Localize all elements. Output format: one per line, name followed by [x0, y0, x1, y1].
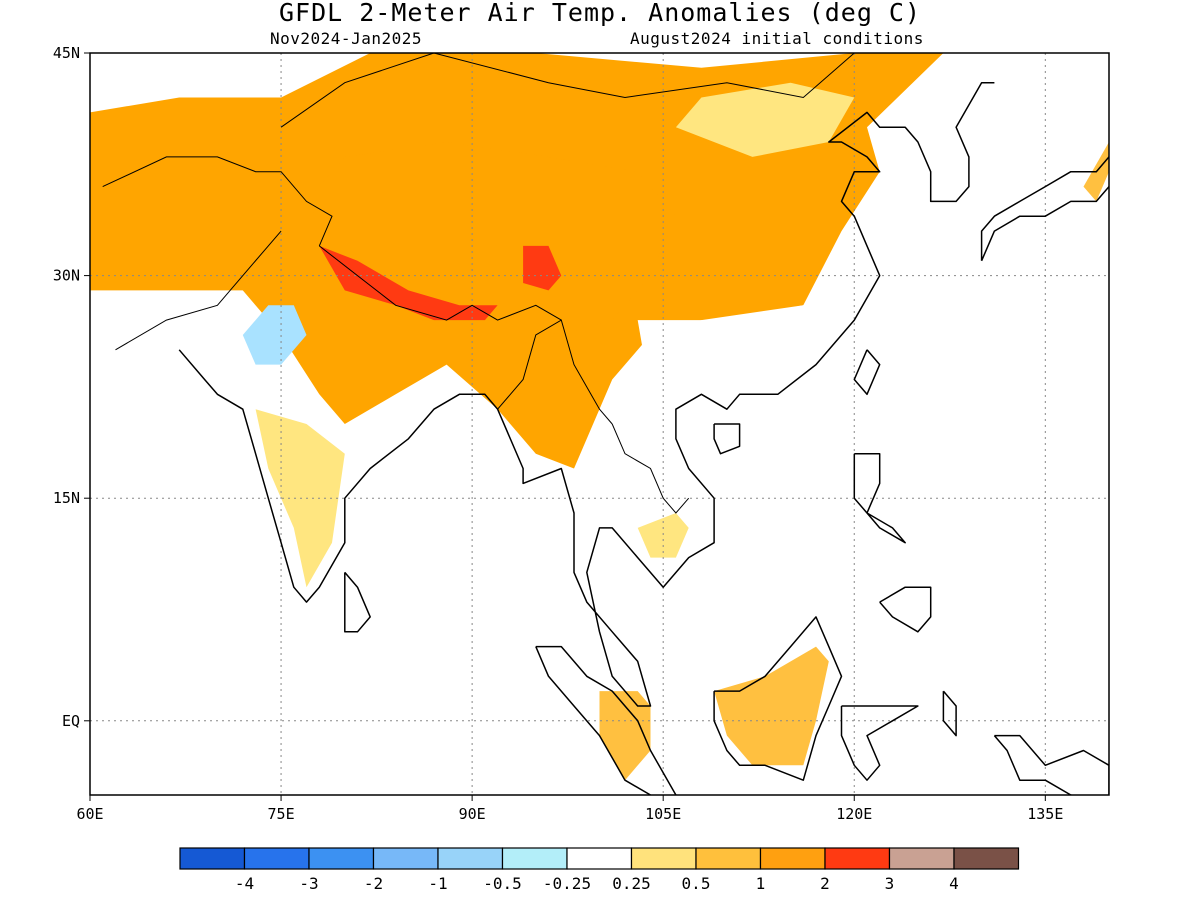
colorbar-label: -0.5	[483, 874, 522, 893]
colorbar-segment	[179, 847, 246, 870]
coastline-taiwan	[853, 349, 881, 396]
border-himalaya	[318, 245, 562, 321]
colorbar-label: 3	[885, 874, 895, 893]
colorbar-label: -0.25	[543, 874, 591, 893]
coastline-india-coast	[178, 81, 995, 707]
x-tick-label: 90E	[459, 805, 486, 823]
colorbar-label: -1	[428, 874, 447, 893]
colorbar-segment	[243, 847, 310, 870]
anomaly-fill-layer	[90, 53, 1109, 781]
y-tick-label: 30N	[53, 267, 80, 285]
colorbar-segment	[759, 847, 826, 870]
coastline-sumatra	[535, 645, 677, 795]
x-tick-label: 105E	[645, 805, 681, 823]
coastline-japan	[980, 156, 1109, 262]
coastline-hainan	[713, 423, 741, 455]
map-title: GFDL 2-Meter Air Temp. Anomalies (deg C)	[278, 0, 922, 27]
colorbar-segment	[953, 847, 1020, 870]
colorbar-segment	[888, 847, 955, 870]
colorbar-label: 0.5	[682, 874, 711, 893]
forecast-period: Nov2024-Jan2025	[270, 29, 422, 48]
border-pakistan	[115, 230, 282, 351]
colorbar-label: -3	[299, 874, 318, 893]
coastlines	[102, 53, 1109, 795]
anomaly-region-east-plateau-strong-warm	[523, 245, 562, 291]
anomaly-region-southeast-china-neutral	[637, 275, 867, 424]
y-tick-label: 45N	[53, 44, 80, 62]
colorbar-segment	[824, 847, 891, 870]
coastline-sri-lanka	[344, 571, 371, 633]
initial-conditions: August2024 initial conditions	[630, 29, 924, 48]
anomaly-region-india-cool	[242, 305, 307, 365]
colorbar-segment	[566, 847, 633, 870]
border-burma	[497, 319, 613, 425]
gridlines	[90, 53, 1109, 795]
colorbar-label: 1	[756, 874, 766, 893]
colorbar-segment	[372, 847, 439, 870]
x-tick-label: 135E	[1027, 805, 1063, 823]
coastline-halmahera	[942, 690, 957, 737]
colorbar-label: 4	[949, 874, 959, 893]
coastline-new-guinea	[993, 734, 1109, 795]
coastline-sulawesi	[840, 705, 919, 781]
map-frame	[89, 52, 1110, 796]
coastline-mindanao	[879, 586, 932, 633]
colorbar-segment	[501, 847, 568, 870]
border-laos	[611, 423, 690, 514]
coastline-luzon	[853, 452, 906, 544]
colorbar-segment	[630, 847, 697, 870]
colorbar: -4 -3 -2 -1 -0.5 -0.25 0.25 0.5 1 2 3 4	[179, 847, 1020, 893]
colorbar-segment	[308, 847, 375, 870]
anomaly-region-cambodia-mild	[637, 513, 689, 558]
x-tick-label: 120E	[836, 805, 872, 823]
border-west	[102, 156, 333, 247]
coastline-borneo	[713, 616, 843, 781]
anomaly-region-borneo-warm	[714, 646, 829, 766]
colorbar-label: 0.25	[612, 874, 651, 893]
colorbar-label: -4	[235, 874, 254, 893]
colorbar-segment	[695, 847, 762, 870]
colorbar-label: -2	[364, 874, 383, 893]
anomaly-region-malaya-warm	[599, 691, 651, 781]
colorbar-segment	[437, 847, 504, 870]
y-tick-label: EQ	[62, 712, 80, 730]
y-tick-label: 15N	[53, 489, 80, 507]
border-china-north	[280, 53, 855, 128]
anomaly-region-himalaya-strong-warm	[319, 245, 498, 321]
x-tick-label: 60E	[76, 805, 103, 823]
axis-ticks: 60E 75E 90E 105E 120E 135E 45N 30N 15N EQ	[53, 44, 1063, 823]
anomaly-region-east-asia-mild	[675, 82, 855, 157]
x-tick-label: 75E	[268, 805, 295, 823]
colorbar-label: 2	[820, 874, 830, 893]
